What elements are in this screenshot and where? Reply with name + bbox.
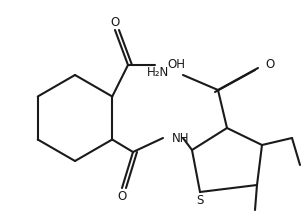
- Text: O: O: [110, 15, 120, 28]
- Text: O: O: [265, 58, 274, 71]
- Text: NH: NH: [172, 132, 189, 145]
- Text: O: O: [117, 191, 127, 204]
- Text: H₂N: H₂N: [147, 66, 169, 79]
- Text: S: S: [196, 194, 204, 207]
- Text: OH: OH: [167, 59, 185, 71]
